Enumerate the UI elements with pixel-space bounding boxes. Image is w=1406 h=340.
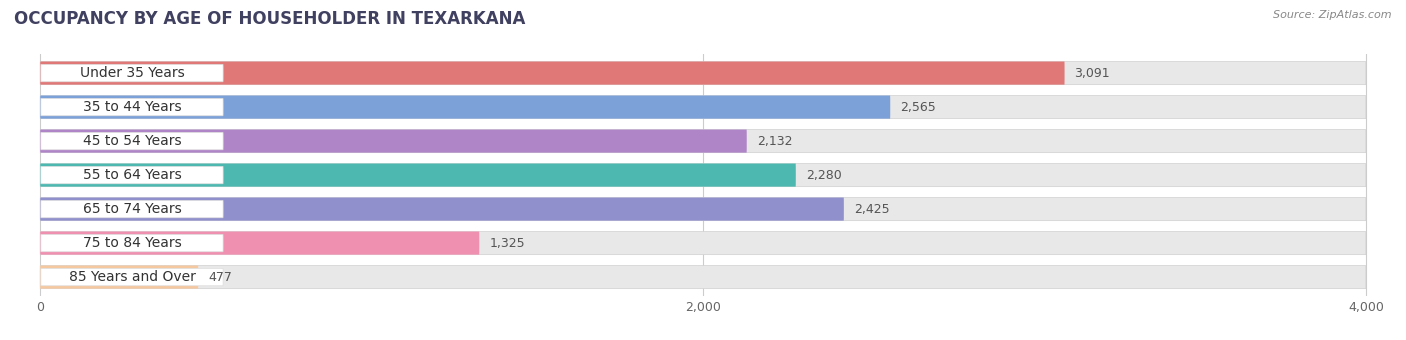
FancyBboxPatch shape — [41, 62, 1365, 85]
FancyBboxPatch shape — [41, 235, 224, 252]
FancyBboxPatch shape — [41, 96, 1365, 119]
Text: 2,280: 2,280 — [806, 169, 841, 182]
FancyBboxPatch shape — [41, 167, 224, 184]
FancyBboxPatch shape — [41, 198, 1365, 221]
Text: Under 35 Years: Under 35 Years — [80, 66, 184, 80]
FancyBboxPatch shape — [41, 164, 796, 187]
Text: 85 Years and Over: 85 Years and Over — [69, 270, 195, 284]
FancyBboxPatch shape — [41, 96, 890, 119]
Text: OCCUPANCY BY AGE OF HOUSEHOLDER IN TEXARKANA: OCCUPANCY BY AGE OF HOUSEHOLDER IN TEXAR… — [14, 10, 526, 28]
FancyBboxPatch shape — [41, 266, 198, 289]
Text: 2,132: 2,132 — [756, 135, 792, 148]
FancyBboxPatch shape — [41, 133, 224, 150]
FancyBboxPatch shape — [41, 99, 224, 116]
Text: 477: 477 — [208, 271, 232, 284]
FancyBboxPatch shape — [41, 232, 1365, 255]
FancyBboxPatch shape — [41, 62, 1064, 85]
FancyBboxPatch shape — [41, 232, 479, 255]
FancyBboxPatch shape — [41, 266, 1365, 289]
FancyBboxPatch shape — [41, 198, 844, 221]
Text: 65 to 74 Years: 65 to 74 Years — [83, 202, 181, 216]
Text: 45 to 54 Years: 45 to 54 Years — [83, 134, 181, 148]
Text: 75 to 84 Years: 75 to 84 Years — [83, 236, 181, 250]
Text: 55 to 64 Years: 55 to 64 Years — [83, 168, 181, 182]
Text: 1,325: 1,325 — [489, 237, 524, 250]
FancyBboxPatch shape — [41, 65, 224, 82]
Text: 2,425: 2,425 — [853, 203, 890, 216]
FancyBboxPatch shape — [41, 201, 224, 218]
Text: Source: ZipAtlas.com: Source: ZipAtlas.com — [1274, 10, 1392, 20]
Text: 3,091: 3,091 — [1074, 67, 1111, 80]
FancyBboxPatch shape — [41, 164, 1365, 187]
Text: 35 to 44 Years: 35 to 44 Years — [83, 100, 181, 114]
Text: 2,565: 2,565 — [900, 101, 936, 114]
FancyBboxPatch shape — [41, 269, 224, 286]
FancyBboxPatch shape — [41, 130, 1365, 153]
FancyBboxPatch shape — [41, 130, 747, 153]
